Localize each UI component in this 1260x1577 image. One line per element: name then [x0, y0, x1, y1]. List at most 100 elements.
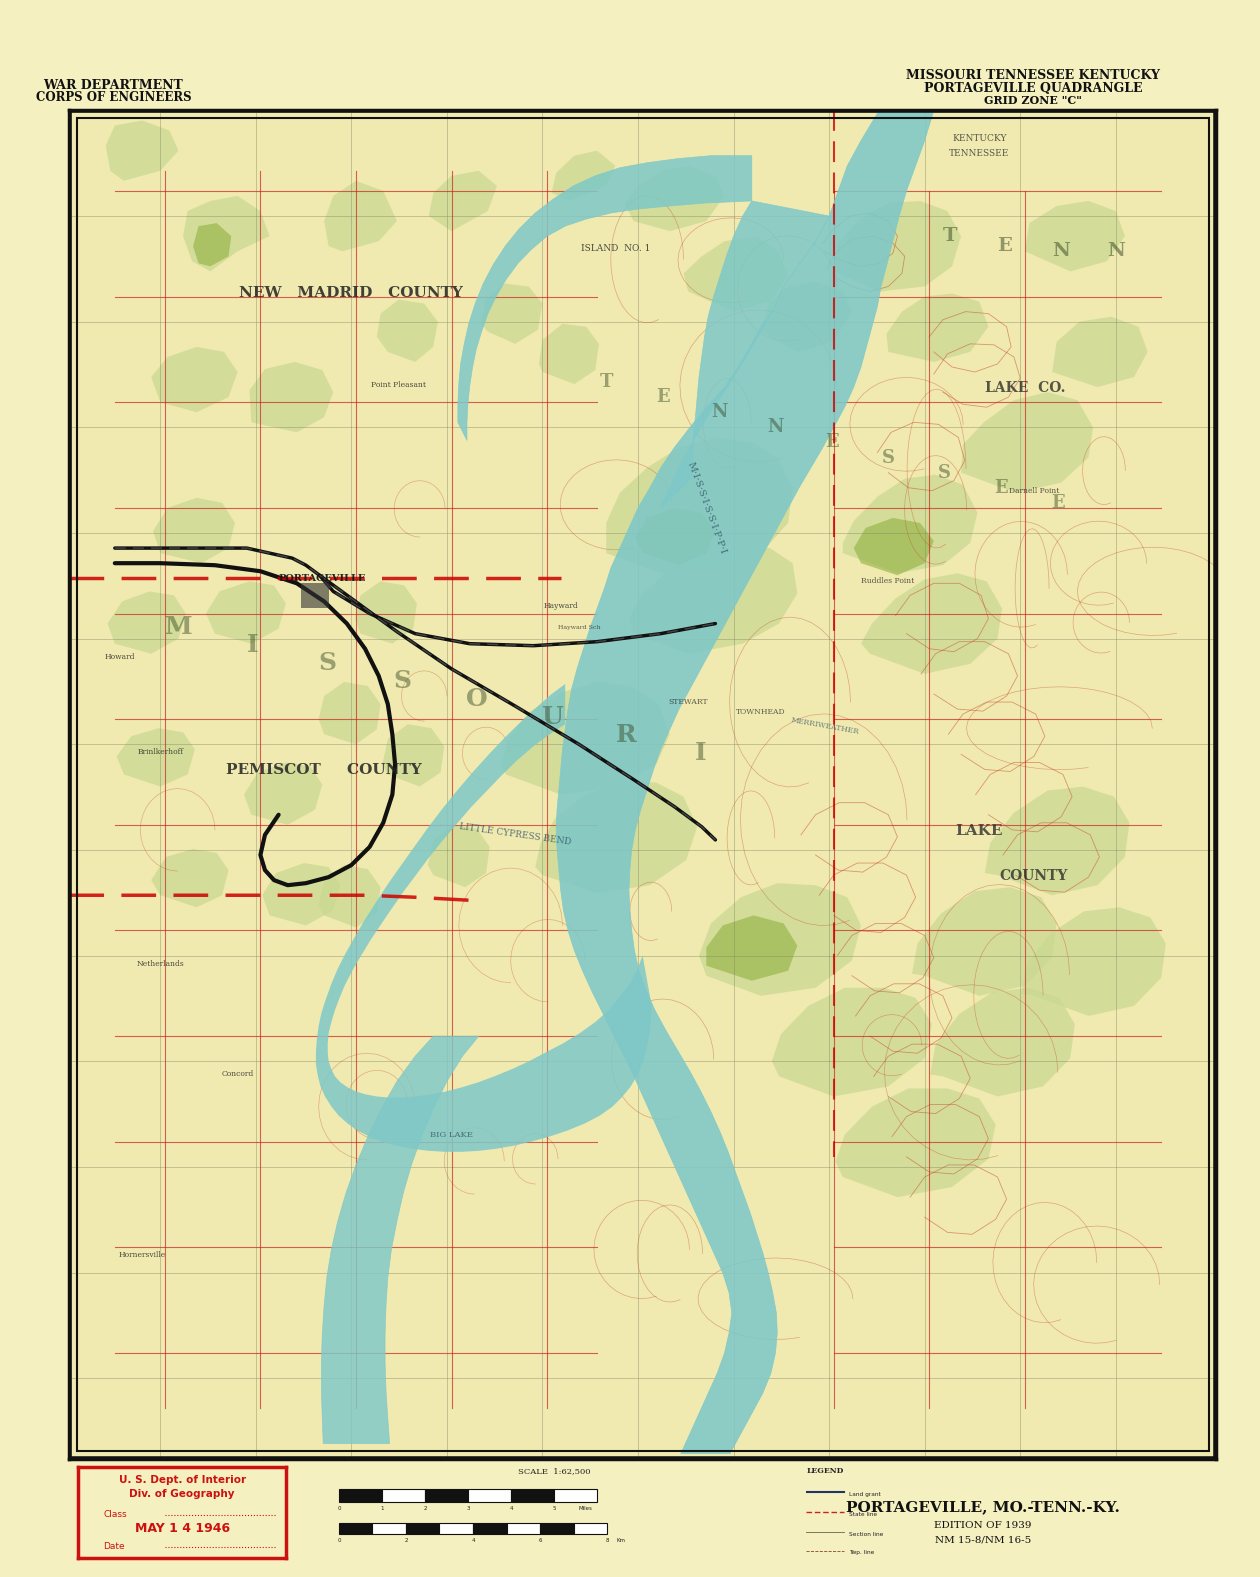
Polygon shape — [480, 284, 543, 344]
Text: E: E — [825, 434, 839, 451]
Polygon shape — [536, 781, 697, 893]
Polygon shape — [262, 863, 340, 926]
Text: TENNESSEE: TENNESSEE — [949, 148, 1009, 158]
Polygon shape — [660, 200, 829, 508]
Polygon shape — [500, 681, 670, 795]
Polygon shape — [106, 120, 179, 181]
Text: LAKE  CO.: LAKE CO. — [984, 382, 1065, 396]
Text: LEGEND: LEGEND — [806, 1467, 844, 1474]
Polygon shape — [428, 825, 490, 888]
Text: LITTLE CYPRESS BEND: LITTLE CYPRESS BEND — [459, 822, 572, 847]
Polygon shape — [117, 729, 195, 787]
Text: GRID ZONE "C": GRID ZONE "C" — [984, 95, 1082, 106]
Text: E: E — [998, 237, 1012, 255]
Polygon shape — [324, 181, 397, 251]
Text: EDITION OF 1939: EDITION OF 1939 — [934, 1522, 1032, 1530]
Polygon shape — [428, 170, 496, 232]
Polygon shape — [552, 151, 615, 200]
Text: Twp. line: Twp. line — [849, 1550, 874, 1555]
Polygon shape — [316, 684, 651, 1151]
Text: MISSOURI TENNESSEE KENTUCKY: MISSOURI TENNESSEE KENTUCKY — [906, 69, 1160, 82]
Polygon shape — [635, 508, 716, 565]
Bar — [425, 1489, 469, 1503]
Text: 2: 2 — [423, 1506, 427, 1511]
Text: 0: 0 — [338, 1538, 340, 1542]
Text: PORTAGEVILLE, MO.-TENN.-KY.: PORTAGEVILLE, MO.-TENN.-KY. — [845, 1500, 1120, 1514]
Text: TOWNHEAD: TOWNHEAD — [736, 708, 786, 716]
Polygon shape — [193, 222, 232, 267]
Text: 2: 2 — [404, 1538, 408, 1542]
Polygon shape — [319, 681, 381, 744]
Text: STEWART: STEWART — [668, 699, 708, 706]
Polygon shape — [629, 546, 798, 654]
Polygon shape — [761, 281, 852, 352]
Text: S: S — [882, 448, 895, 467]
Text: U. S. Dept. of Interior: U. S. Dept. of Interior — [118, 1474, 246, 1486]
Text: COUNTY: COUNTY — [999, 869, 1068, 883]
Text: ISLAND  NO. 1: ISLAND NO. 1 — [581, 244, 650, 254]
Text: 4: 4 — [471, 1538, 475, 1542]
Bar — [382, 1489, 425, 1503]
Text: Howard: Howard — [105, 653, 135, 661]
Text: 4: 4 — [509, 1506, 513, 1511]
Text: I: I — [247, 632, 260, 656]
Text: PEMISCOT     COUNTY: PEMISCOT COUNTY — [227, 763, 422, 777]
Polygon shape — [1024, 200, 1125, 271]
Text: 8: 8 — [605, 1538, 609, 1542]
Polygon shape — [244, 762, 323, 825]
Text: O: O — [466, 688, 488, 711]
Bar — [541, 1523, 573, 1534]
Text: Km: Km — [616, 1538, 626, 1542]
Text: Ruddles Point: Ruddles Point — [861, 577, 915, 585]
Text: PORTAGEVILLE QUADRANGLE: PORTAGEVILLE QUADRANGLE — [924, 82, 1143, 95]
Polygon shape — [887, 293, 988, 363]
Text: Div. of Geography: Div. of Geography — [130, 1489, 234, 1498]
Text: S: S — [939, 464, 951, 481]
Polygon shape — [377, 300, 438, 363]
Text: SCALE  1:62,500: SCALE 1:62,500 — [518, 1467, 591, 1474]
Polygon shape — [321, 1036, 479, 1443]
Text: M·I·S·S·I·S·S·I·P·P·I: M·I·S·S·I·S·S·I·P·P·I — [685, 460, 727, 555]
Text: NM 15-8/NM 16-5: NM 15-8/NM 16-5 — [935, 1536, 1031, 1544]
Text: Hornersville: Hornersville — [118, 1252, 166, 1260]
Text: Netherlands: Netherlands — [136, 960, 184, 968]
Text: E: E — [994, 479, 1008, 497]
Bar — [301, 583, 329, 609]
Polygon shape — [961, 393, 1092, 492]
Text: N: N — [711, 404, 727, 421]
Text: 3: 3 — [466, 1506, 470, 1511]
Polygon shape — [707, 915, 798, 981]
Polygon shape — [834, 200, 961, 292]
Text: Point Pleasant: Point Pleasant — [372, 382, 426, 390]
Bar — [573, 1523, 607, 1534]
Bar — [469, 1489, 512, 1503]
Polygon shape — [556, 110, 934, 1454]
Polygon shape — [683, 237, 789, 312]
Text: Date: Date — [103, 1542, 125, 1550]
Polygon shape — [152, 498, 234, 563]
Polygon shape — [861, 574, 1002, 673]
Text: PORTAGEVILLE: PORTAGEVILLE — [278, 574, 365, 583]
Polygon shape — [843, 475, 978, 574]
Text: WAR DEPARTMENT: WAR DEPARTMENT — [44, 79, 183, 91]
Text: Miles: Miles — [578, 1506, 592, 1511]
Text: E: E — [655, 388, 669, 407]
Polygon shape — [772, 987, 932, 1096]
Text: N: N — [1106, 243, 1125, 260]
Text: State line: State line — [849, 1512, 877, 1517]
Polygon shape — [854, 517, 934, 576]
Text: Land grant: Land grant — [849, 1492, 881, 1497]
Bar — [554, 1489, 597, 1503]
Text: 1: 1 — [381, 1506, 384, 1511]
Polygon shape — [249, 363, 333, 432]
Text: U: U — [541, 705, 562, 729]
Text: R: R — [616, 724, 636, 747]
Text: T: T — [600, 374, 612, 391]
Text: Hayward Sch: Hayward Sch — [558, 624, 600, 629]
Text: Darnell Point: Darnell Point — [1009, 487, 1060, 495]
Text: N: N — [1052, 243, 1070, 260]
Polygon shape — [835, 1088, 995, 1197]
Polygon shape — [382, 724, 445, 787]
Text: Class: Class — [103, 1509, 127, 1519]
Bar — [440, 1523, 472, 1534]
